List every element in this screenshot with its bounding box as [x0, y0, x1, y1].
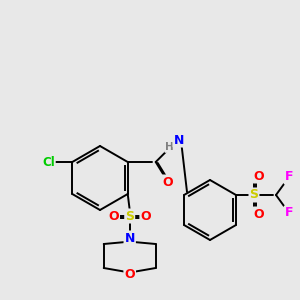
Text: O: O — [254, 169, 264, 182]
Text: Cl: Cl — [42, 155, 55, 169]
Text: O: O — [124, 268, 135, 281]
Text: O: O — [254, 208, 264, 220]
Text: F: F — [285, 206, 293, 220]
Text: S: S — [125, 209, 134, 223]
Text: O: O — [108, 209, 119, 223]
Text: O: O — [162, 176, 173, 188]
Text: S: S — [250, 188, 259, 202]
Text: N: N — [173, 134, 184, 146]
Text: H: H — [165, 142, 174, 152]
Text: F: F — [285, 170, 293, 184]
Text: O: O — [140, 209, 151, 223]
Text: N: N — [124, 232, 135, 244]
